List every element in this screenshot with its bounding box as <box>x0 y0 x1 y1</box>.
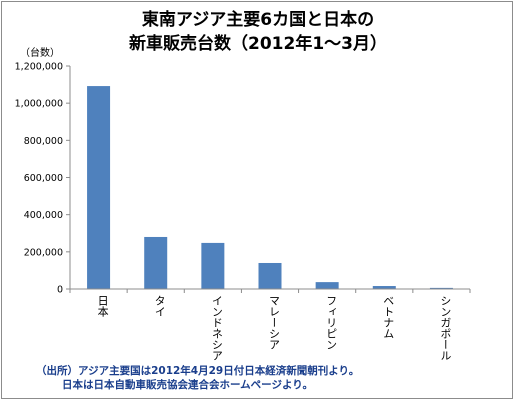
footnote: （出所）アジア主要国は2012年4月29日付日本経済新聞朝刊より。 日本は日本自… <box>36 364 359 392</box>
y-tick-label: 400,000 <box>24 210 63 221</box>
x-tick-label: 日本 <box>96 295 109 318</box>
bar-1 <box>87 86 111 289</box>
x-tick-label: マレーシア <box>268 295 281 350</box>
chart-title-line1: 東南アジア主要6カ国と日本の <box>141 10 375 30</box>
x-tick-label: タイ <box>153 295 166 317</box>
chart-title-line2: 新車販売台数（2012年1～3月） <box>129 34 387 54</box>
bar-7 <box>429 287 453 289</box>
x-tick-label: フィリピン <box>325 295 338 350</box>
x-tick-label: インドネシア <box>210 295 223 361</box>
x-tick-label: シンガポール <box>439 295 452 361</box>
bar-6 <box>372 286 396 289</box>
bar-3 <box>201 242 225 289</box>
chart-title: 東南アジア主要6カ国と日本の 新車販売台数（2012年1～3月） <box>0 8 516 56</box>
y-axis-label: （台数） <box>20 48 60 59</box>
y-tick-label: 1,200,000 <box>15 62 63 73</box>
bar-2 <box>144 236 168 289</box>
y-tick-label: 800,000 <box>24 136 63 147</box>
y-tick-label: 200,000 <box>24 247 63 258</box>
y-tick-label: 0 <box>57 285 63 296</box>
bar-5 <box>315 282 339 289</box>
bar-4 <box>258 262 282 289</box>
footnote-line1: （出所）アジア主要国は2012年4月29日付日本経済新聞朝刊より。 <box>36 365 360 377</box>
y-tick-label: 600,000 <box>24 173 63 184</box>
x-tick-label: ベトナム <box>382 295 395 339</box>
footnote-line2: 日本は日本自動車販売協会連合会ホームページより。 <box>62 379 314 391</box>
y-tick-label: 1,000,000 <box>15 99 63 110</box>
